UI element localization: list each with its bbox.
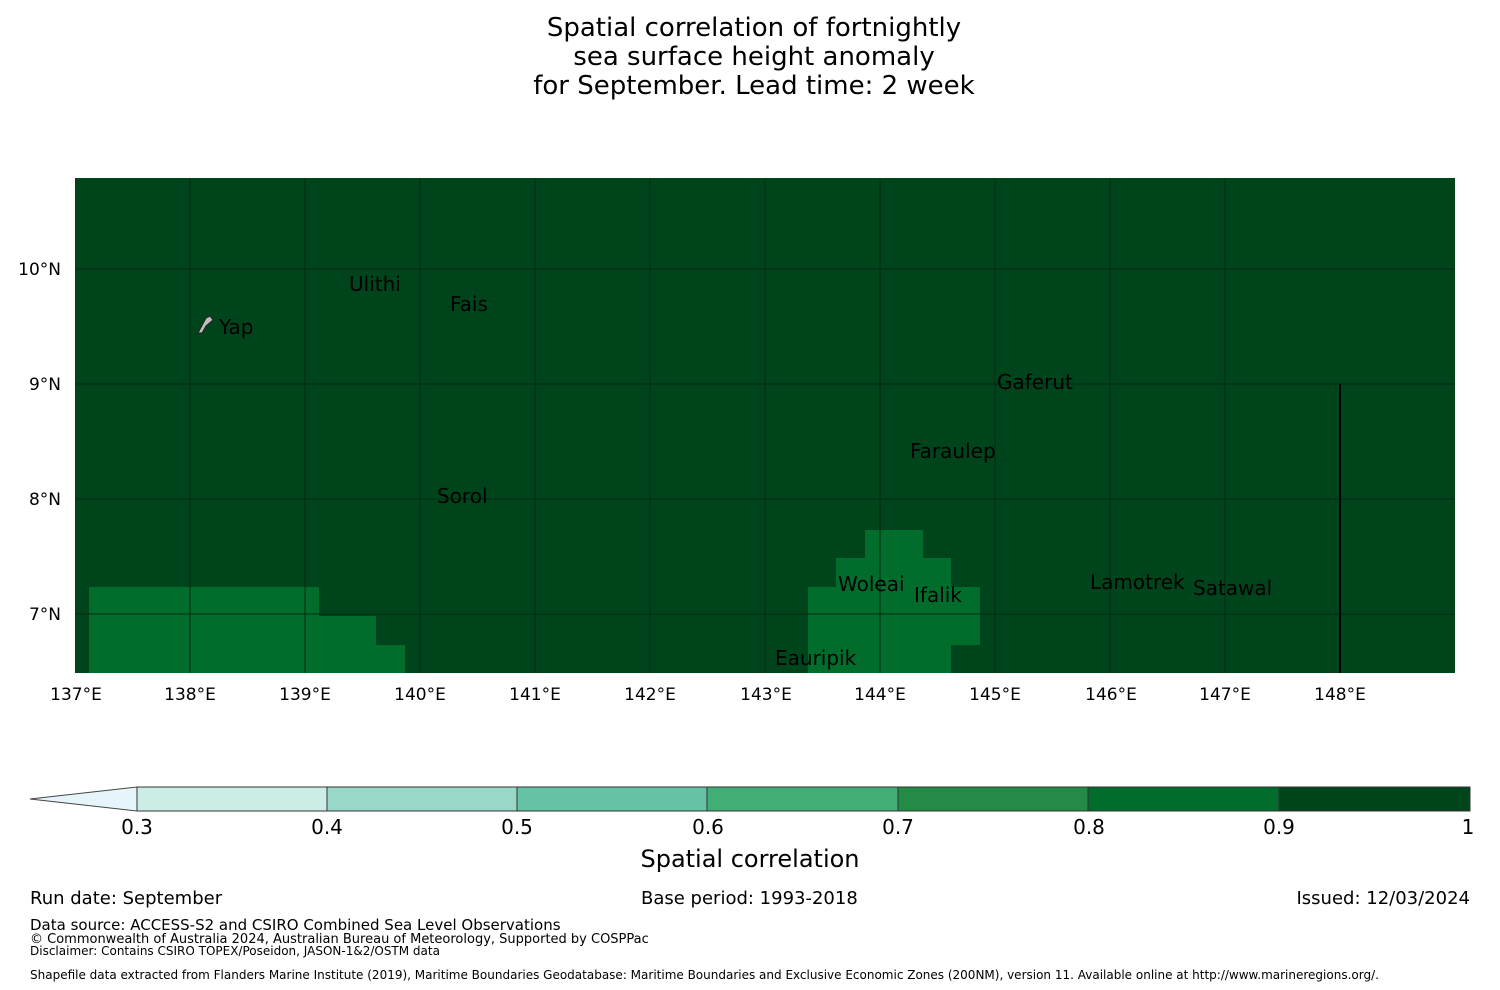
patch-woleai-4 <box>808 645 838 673</box>
lon-label: 143°E <box>740 685 792 705</box>
colorbar-bin <box>707 787 899 811</box>
colorbar-tick: 0.3 <box>121 815 153 839</box>
lat-label: 7°N <box>29 605 61 625</box>
lon-label: 141°E <box>509 685 561 705</box>
patch-southwest-1 <box>89 587 319 673</box>
title-line-1: Spatial correlation of fortnightly <box>546 13 962 43</box>
title-line-2: sea surface height anomaly <box>573 42 935 72</box>
colorbar-tick: 0.7 <box>882 815 914 839</box>
issued-date: Issued: 12/03/2024 <box>1296 888 1470 909</box>
colorbar-bin <box>327 787 518 811</box>
colorbar-tick: 0.5 <box>501 815 533 839</box>
colorbar-bin <box>137 787 328 811</box>
lon-label: 144°E <box>854 685 906 705</box>
lon-label: 140°E <box>394 685 446 705</box>
place-label-faraulep: Faraulep <box>910 439 996 463</box>
colorbar <box>29 786 1471 812</box>
lon-label: 146°E <box>1085 685 1137 705</box>
map-panel: 10°N 9°N 8°N 7°N 137°E 138°E 139°E 140°E… <box>18 178 1455 705</box>
lon-label: 145°E <box>969 685 1021 705</box>
colorbar-bin <box>517 787 708 811</box>
place-label-gaferut: Gaferut <box>997 370 1073 394</box>
lat-label: 9°N <box>29 375 61 395</box>
place-label-satawal: Satawal <box>1193 576 1272 600</box>
run-date: Run date: September <box>30 888 223 909</box>
lat-label: 10°N <box>18 260 61 280</box>
longitude-labels: 137°E 138°E 139°E 140°E 141°E 142°E 143°… <box>50 685 1366 705</box>
disclaimer: Disclaimer: Contains CSIRO TOPEX/Poseido… <box>30 944 440 958</box>
colorbar-dividers <box>326 787 1280 811</box>
place-label-yap: Yap <box>218 315 253 339</box>
colorbar-tick: 1 <box>1461 815 1475 839</box>
colorbar-tick: 0.8 <box>1073 815 1105 839</box>
place-label-eauripik: Eauripik <box>775 646 857 670</box>
latitude-labels: 10°N 9°N 8°N 7°N <box>18 260 61 625</box>
colorbar-bin <box>1279 787 1470 811</box>
lon-label: 137°E <box>50 685 102 705</box>
colorbar-extend-arrow <box>29 786 138 812</box>
patch-southwest-2 <box>318 616 376 673</box>
lat-label: 8°N <box>29 490 61 510</box>
patch-woleai-3 <box>808 587 980 645</box>
shapefile-credit: Shapefile data extracted from Flanders M… <box>30 968 1379 982</box>
correlation-patches <box>89 530 980 673</box>
place-labels: Ulithi Fais Yap Gaferut Faraulep Sorol W… <box>218 272 1272 670</box>
colorbar-title: Spatial correlation <box>640 845 860 873</box>
graticule <box>75 178 1455 673</box>
base-period: Base period: 1993-2018 <box>641 888 858 909</box>
place-label-woleai: Woleai <box>838 572 905 596</box>
place-label-lamotrek: Lamotrek <box>1090 570 1185 594</box>
copyright: © Commonwealth of Australia 2024, Austra… <box>30 932 649 947</box>
place-label-ifalik: Ifalik <box>914 583 962 607</box>
place-label-ulithi: Ulithi <box>349 272 401 296</box>
place-label-fais: Fais <box>450 292 488 316</box>
colorbar-bin <box>1088 787 1279 811</box>
lon-label: 147°E <box>1199 685 1251 705</box>
lon-label: 142°E <box>624 685 676 705</box>
title-line-3: for September. Lead time: 2 week <box>533 71 975 101</box>
lon-label: 139°E <box>279 685 331 705</box>
map-title: Spatial correlation of fortnightly sea s… <box>0 14 1500 101</box>
colorbar-outline <box>136 786 1471 812</box>
data-source: Data source: ACCESS-S2 and CSIRO Combine… <box>30 916 561 934</box>
yap-island-shape <box>197 315 214 334</box>
colorbar-tick: 0.6 <box>692 815 724 839</box>
colorbar-bin <box>898 787 1089 811</box>
place-label-sorol: Sorol <box>437 484 488 508</box>
colorbar-tick: 0.9 <box>1263 815 1295 839</box>
lon-label: 148°E <box>1314 685 1366 705</box>
lon-label: 138°E <box>164 685 216 705</box>
colorbar-tick: 0.4 <box>311 815 343 839</box>
patch-southwest-3 <box>375 645 405 673</box>
